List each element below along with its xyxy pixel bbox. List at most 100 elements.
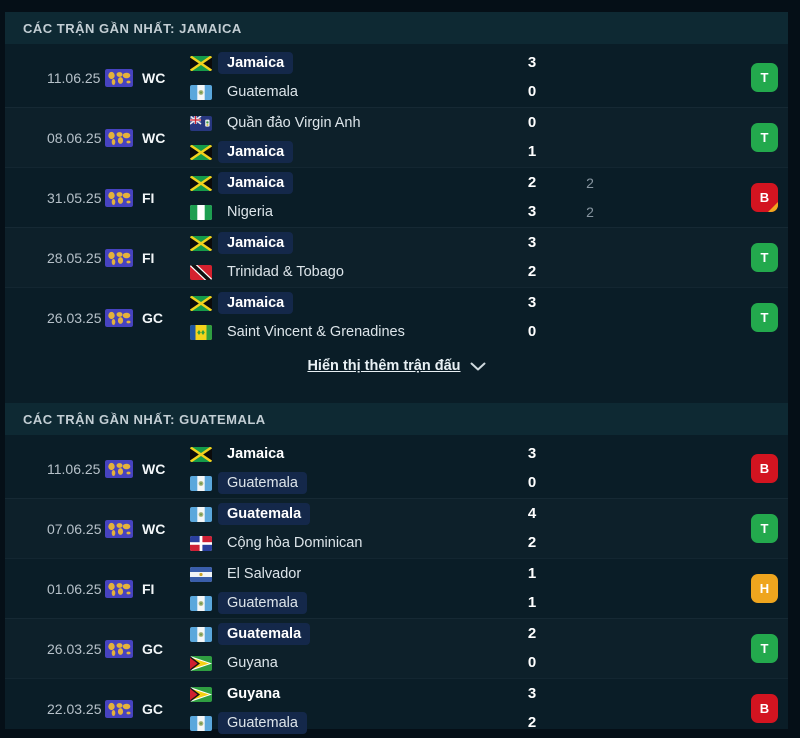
team-row: Guatemala	[190, 622, 514, 646]
team-row: Jamaica	[190, 442, 514, 466]
competition-label: GC	[142, 700, 163, 717]
match-competition: FI	[105, 188, 190, 207]
match-row[interactable]: 11.06.25 WC Jamaica Guatemala 3 0 B	[5, 439, 788, 498]
flag-ng-icon	[190, 204, 212, 220]
team-row: Nigeria	[190, 200, 514, 224]
recent-matches-panel: CÁC TRẬN GẦN NHẤT: JAMAICA 11.06.25 WC Jam…	[5, 12, 788, 734]
team-name: Guyana	[227, 655, 278, 671]
match-competition: GC	[105, 699, 190, 718]
team-name: Jamaica	[218, 52, 294, 74]
away-score: 2	[527, 263, 537, 280]
match-date: 22.03.25	[47, 700, 102, 717]
match-date: 28.05.25	[47, 249, 102, 266]
team-name: Jamaica	[218, 292, 294, 314]
home-score: 0	[527, 114, 537, 131]
section-header-jamaica: CÁC TRẬN GẦN NHẤT: JAMAICA	[5, 12, 788, 44]
match-competition: WC	[105, 519, 190, 538]
team-name: Jamaica	[218, 141, 294, 163]
team-name: Saint Vincent & Grenadines	[227, 324, 405, 340]
match-teams: El Salvador Guatemala	[190, 562, 514, 615]
away-score: 2	[527, 534, 537, 551]
competition-label: WC	[142, 460, 166, 477]
result-badge-cell: T	[630, 123, 788, 152]
team-row: Jamaica	[190, 171, 514, 195]
team-row: Guyana	[190, 682, 514, 706]
flag-gt-icon	[190, 475, 212, 491]
home-score: 1	[527, 565, 537, 582]
match-row[interactable]: 22.03.25 GC Guyana Guatemala 3 2 B	[5, 678, 788, 738]
competition-label: FI	[142, 580, 155, 597]
team-name: Nigeria	[227, 204, 273, 220]
result-badge-cell: T	[630, 303, 788, 332]
match-date: 26.03.25	[47, 640, 102, 657]
match-list-jamaica: 11.06.25 WC Jamaica Guatemala 3 0 T 08.06.25 WC Q…	[5, 44, 788, 347]
team-row: Guatemala	[190, 711, 514, 735]
competition-label: FI	[142, 249, 155, 266]
away-score: 3	[527, 203, 537, 220]
flag-gy-icon	[190, 655, 212, 671]
competition-icon	[105, 579, 133, 598]
home-score: 3	[527, 234, 537, 251]
show-more-link[interactable]: Hiển thị thêm trận đấu	[5, 347, 788, 385]
match-date: 26.03.25	[47, 309, 102, 326]
match-secondary-scores	[550, 291, 630, 344]
section-header-guatemala: CÁC TRẬN GẦN NHẤT: GUATEMALA	[5, 403, 788, 435]
result-badge: B	[751, 454, 778, 483]
team-name: El Salvador	[227, 566, 302, 582]
match-row[interactable]: 07.06.25 WC Guatemala Cộng hòa Dominican 4 2 T	[5, 498, 788, 558]
team-row: Guatemala	[190, 591, 514, 615]
match-teams: Jamaica Trinidad & Tobago	[190, 231, 514, 284]
match-secondary-scores	[550, 502, 630, 555]
match-date: 01.06.25	[47, 580, 102, 597]
flag-do-icon	[190, 535, 212, 551]
team-name: Guatemala	[218, 592, 307, 614]
result-badge-cell: B	[630, 183, 788, 212]
match-secondary-scores	[550, 682, 630, 735]
away-score: 0	[527, 323, 537, 340]
team-row: Saint Vincent & Grenadines	[190, 320, 514, 344]
match-secondary-scores	[550, 51, 630, 104]
team-name: Jamaica	[218, 172, 294, 194]
result-badge: B	[751, 694, 778, 723]
match-row[interactable]: 11.06.25 WC Jamaica Guatemala 3 0 T	[5, 48, 788, 107]
match-secondary-scores	[550, 442, 630, 495]
flag-gt-icon	[190, 595, 212, 611]
team-row: Jamaica	[190, 291, 514, 315]
away-secondary-score: 2	[586, 204, 594, 220]
competition-label: GC	[142, 640, 163, 657]
match-row[interactable]: 01.06.25 FI El Salvador Guatemala 1 1 H	[5, 558, 788, 618]
flag-gt-icon	[190, 626, 212, 642]
match-row[interactable]: 28.05.25 FI Jamaica Trinidad & Tobago 3 2 T	[5, 227, 788, 287]
home-score: 2	[527, 174, 537, 191]
team-row: Jamaica	[190, 231, 514, 255]
match-competition: WC	[105, 459, 190, 478]
flag-gt-icon	[190, 715, 212, 731]
match-row[interactable]: 08.06.25 WC Quần đảo Virgin Anh Jamaica 0 1 T	[5, 107, 788, 167]
flag-gt-icon	[190, 84, 212, 100]
badge-corner-fold	[768, 202, 778, 212]
result-badge-cell: B	[630, 694, 788, 723]
team-name: Guatemala	[218, 503, 311, 525]
team-name: Jamaica	[227, 446, 285, 462]
away-score: 1	[527, 594, 537, 611]
match-date: 11.06.25	[47, 69, 101, 86]
flag-jm-icon	[190, 446, 212, 462]
match-row[interactable]: 31.05.25 FI Jamaica Nigeria 2 3 2 2 B	[5, 167, 788, 227]
match-secondary-scores	[550, 231, 630, 284]
competition-icon	[105, 519, 133, 538]
section-title: CÁC TRẬN GẦN NHẤT: JAMAICA	[23, 20, 242, 36]
team-row: Quần đảo Virgin Anh	[190, 111, 514, 135]
match-row[interactable]: 26.03.25 GC Guatemala Guyana 2 0 T	[5, 618, 788, 678]
team-row: Jamaica	[190, 140, 514, 164]
home-score: 3	[527, 54, 537, 71]
competition-icon	[105, 699, 133, 718]
competition-icon	[105, 639, 133, 658]
match-teams: Jamaica Guatemala	[190, 51, 514, 104]
match-row[interactable]: 26.03.25 GC Jamaica Saint Vincent & Grenadi…	[5, 287, 788, 347]
team-row: Trinidad & Tobago	[190, 260, 514, 284]
match-date: 11.06.25	[47, 460, 101, 477]
